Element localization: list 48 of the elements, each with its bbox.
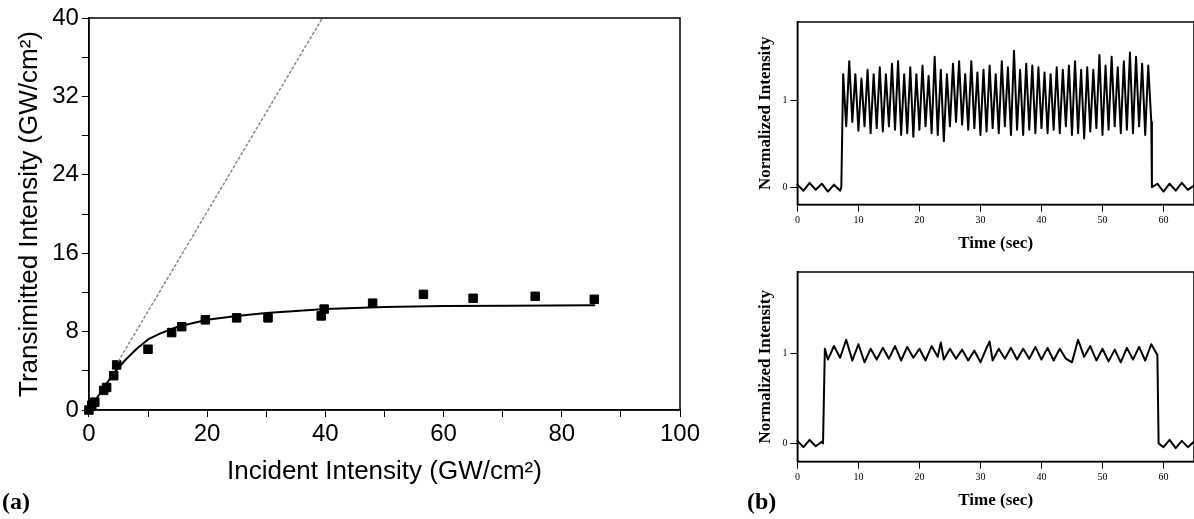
x-tick-label: 0 xyxy=(82,419,96,447)
x-tick-label: 10 xyxy=(853,214,864,226)
y-tick-label: 32 xyxy=(52,81,79,109)
y-axis-title: Normalized Intensity xyxy=(754,36,774,191)
x-axis-title: Incident Intensity (GW/cm²) xyxy=(226,454,542,485)
x-axis-title: Time (sec) xyxy=(958,233,1034,253)
x-tick-label: 30 xyxy=(975,471,986,483)
point xyxy=(367,298,378,308)
y-tick-label: 24 xyxy=(52,159,79,187)
x-tick-label: 60 xyxy=(430,419,457,447)
x-tick-label: 60 xyxy=(1158,214,1169,226)
point xyxy=(530,291,540,302)
point xyxy=(231,313,242,323)
x-tick-label: 20 xyxy=(914,214,925,226)
x-tick-label: 60 xyxy=(1158,471,1169,483)
x-axis-title: Time (sec) xyxy=(958,490,1034,510)
x-tick-label: 30 xyxy=(975,214,986,226)
y-tick-label: 40 xyxy=(52,2,79,30)
point xyxy=(111,360,122,370)
x-tick-label: 20 xyxy=(914,471,925,483)
y-tick-label: 1 xyxy=(782,93,788,105)
x-tick-label: 10 xyxy=(853,471,864,483)
point xyxy=(263,313,273,323)
x-tick-label: 0 xyxy=(794,471,800,483)
text: (b) xyxy=(747,488,777,515)
x-tick-label: 0 xyxy=(794,214,800,226)
x-tick-label: 50 xyxy=(1097,471,1108,483)
x-tick-label: 40 xyxy=(1036,471,1047,483)
point xyxy=(319,304,329,314)
point xyxy=(468,293,478,304)
y-tick-label: 8 xyxy=(65,316,79,344)
x-tick-label: 80 xyxy=(548,419,576,447)
x-tick-label: 40 xyxy=(1036,214,1047,226)
y-axis-title: Normalized Intensity xyxy=(754,289,774,444)
point xyxy=(200,315,211,325)
y-tick-label: 0 xyxy=(782,180,788,192)
x-tick-label: 20 xyxy=(193,419,221,447)
y-axis-title: Transimitted Intensity (GW/cm²) xyxy=(12,31,43,397)
x-tick-label: 40 xyxy=(311,419,339,447)
point xyxy=(418,289,429,300)
point xyxy=(143,344,153,354)
y-tick-label: 16 xyxy=(52,237,79,265)
text: (a) xyxy=(2,488,30,515)
x-tick-label: 50 xyxy=(1097,214,1108,226)
y-tick-label: 1 xyxy=(782,346,788,358)
point xyxy=(589,294,600,304)
x-tick-label: 100 xyxy=(659,419,701,447)
y-tick-label: 0 xyxy=(65,394,79,422)
